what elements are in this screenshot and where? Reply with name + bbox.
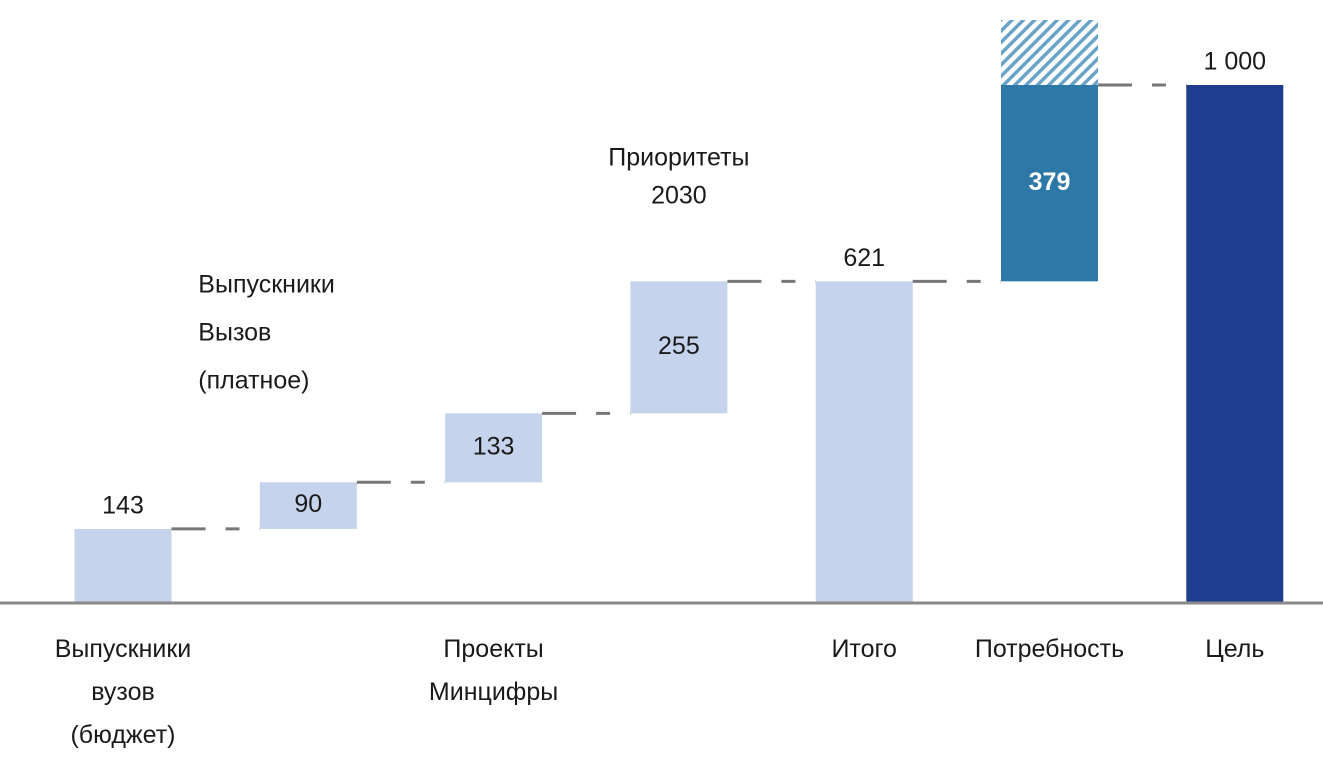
bar [1186, 85, 1284, 603]
value-label: 90 [294, 490, 322, 518]
bar [445, 413, 543, 483]
category-label: Потребность [975, 635, 1124, 663]
value-label: 621 [843, 244, 885, 272]
bar [815, 281, 913, 603]
bar [630, 281, 728, 414]
value-label: 143 [102, 492, 144, 520]
value-label: 379 [1029, 168, 1071, 196]
hatched-extension [1001, 20, 1098, 85]
bar [1001, 85, 1098, 282]
bar [74, 528, 172, 603]
category-label: Итого [831, 635, 897, 663]
value-label: 133 [473, 432, 515, 460]
category-label: Цель [1205, 635, 1264, 663]
category-label: Выпускники Вызов (платное) [198, 270, 335, 394]
category-label: Проекты Минцифры [429, 635, 558, 706]
category-label: Приоритеты 2030 [608, 143, 749, 209]
value-label: 1 000 [1204, 48, 1267, 76]
bar [259, 482, 357, 529]
category-label: Выпускники вузов (бюджет) [55, 635, 192, 749]
value-label: 255 [658, 332, 700, 360]
